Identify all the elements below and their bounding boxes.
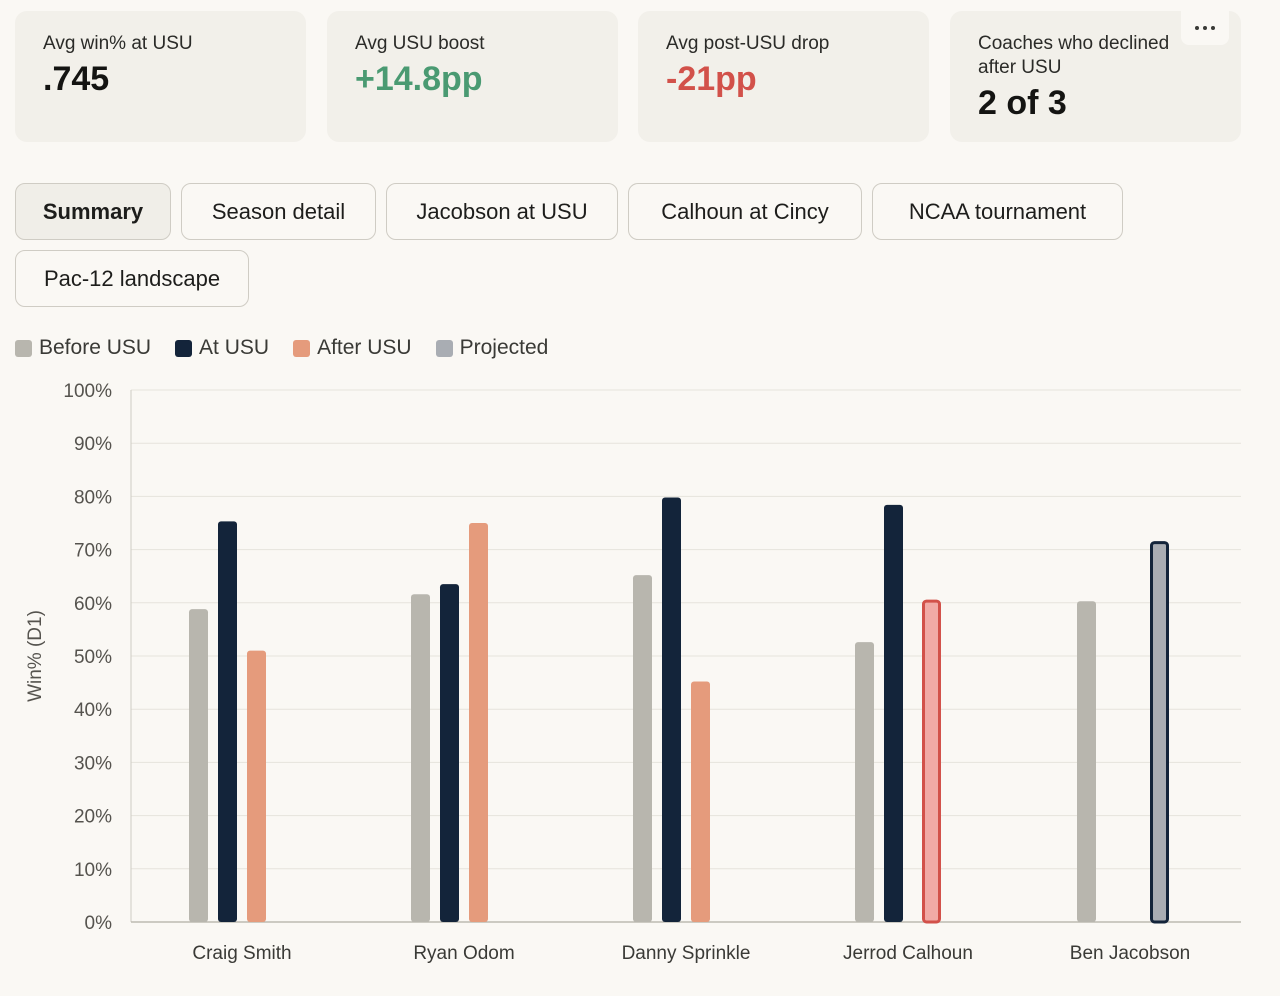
- bar-before: [1077, 601, 1096, 922]
- stat-card-value: .745: [43, 60, 110, 98]
- legend-item-at-usu: At USU: [175, 336, 269, 360]
- bar-after: [469, 523, 488, 922]
- legend-item-projected: Projected: [435, 336, 549, 360]
- bar-before: [189, 609, 208, 922]
- tab-jacobson-at-usu[interactable]: Jacobson at USU: [386, 183, 618, 240]
- y-tick-label: 90%: [74, 434, 112, 455]
- bar-at: [884, 504, 903, 922]
- stat-card-label: Avg USU boost: [355, 33, 485, 54]
- y-tick-label: 30%: [74, 753, 112, 774]
- bar-at: [662, 497, 681, 922]
- x-tick-label: Craig Smith: [192, 943, 291, 964]
- tab-ncaa-tournament[interactable]: NCAA tournament: [872, 183, 1123, 240]
- legend-swatch: [293, 339, 311, 357]
- y-tick-label: 20%: [74, 807, 112, 828]
- stat-card-label: Avg win% at USU: [43, 33, 193, 54]
- stat-card-coaches-declined: Coaches who declined after USU 2 of 3: [950, 11, 1241, 142]
- bar-after: [691, 681, 710, 922]
- stat-cards: Avg win% at USU .745 Avg USU boost +14.8…: [15, 11, 1241, 142]
- bar-at: [218, 521, 237, 922]
- legend-label: After USU: [317, 336, 412, 359]
- bar-after: [922, 599, 941, 924]
- stat-card-value: 2 of 3: [978, 84, 1067, 122]
- legend-swatch: [15, 339, 32, 357]
- y-tick-label: 80%: [74, 487, 112, 508]
- tab-summary[interactable]: Summary: [15, 183, 171, 240]
- legend-label: At USU: [199, 336, 270, 359]
- more-options-button[interactable]: [1181, 11, 1229, 45]
- more-icon-dot: [1211, 26, 1215, 30]
- chart-legend: Before USU At USU After USU Projected: [15, 335, 572, 361]
- x-tick-label: Ryan Odom: [413, 943, 514, 964]
- x-tick-label: Danny Sprinkle: [622, 943, 751, 964]
- bar-after: [247, 650, 266, 922]
- stat-card-avg-win: Avg win% at USU .745: [15, 11, 306, 142]
- bar-at: [440, 584, 459, 922]
- bar-before: [411, 594, 430, 922]
- y-tick-label: 70%: [74, 541, 112, 562]
- legend-item-before-usu: Before USU: [15, 336, 151, 360]
- y-tick-label: 100%: [63, 381, 112, 402]
- more-icon: [1195, 26, 1199, 30]
- legend-swatch: [435, 339, 453, 357]
- y-tick-label: 60%: [74, 594, 112, 615]
- y-axis-label: Win% (D1): [25, 610, 46, 702]
- tab-season-detail[interactable]: Season detail: [181, 183, 376, 240]
- legend-label: Projected: [459, 336, 549, 359]
- bar-projected: [1150, 541, 1169, 924]
- y-tick-label: 10%: [74, 860, 112, 881]
- win-percentage-bar-chart: 0% 10% 20% 30% 40% 50% 60% 70% 80% 90% 100% Win% (D…: [25, 381, 1241, 964]
- stat-card-usu-boost: Avg USU boost +14.8pp: [327, 11, 618, 142]
- stat-card-label: Avg post-USU drop: [666, 33, 830, 54]
- stat-card-post-usu-drop: Avg post-USU drop -21pp: [638, 11, 929, 142]
- stat-card-label: Coaches who declined after USU: [978, 33, 1170, 78]
- tab-calhoun-at-cincy[interactable]: Calhoun at Cincy: [628, 183, 862, 240]
- y-tick-label: 50%: [74, 647, 112, 668]
- legend-label: Before USU: [39, 336, 152, 359]
- tab-pac-12-landscape[interactable]: Pac-12 landscape: [15, 250, 249, 307]
- bar-before: [855, 642, 874, 922]
- x-tick-label: Ben Jacobson: [1070, 943, 1190, 964]
- bar-before: [633, 575, 652, 922]
- stat-card-value: +14.8pp: [355, 60, 483, 98]
- y-tick-label: 0%: [85, 913, 113, 934]
- stat-card-value: -21pp: [666, 60, 757, 98]
- more-icon-dot: [1203, 26, 1207, 30]
- x-tick-label: Jerrod Calhoun: [843, 943, 973, 964]
- legend-item-after-usu: After USU: [293, 336, 412, 360]
- legend-swatch: [175, 339, 193, 357]
- y-tick-label: 40%: [74, 700, 112, 721]
